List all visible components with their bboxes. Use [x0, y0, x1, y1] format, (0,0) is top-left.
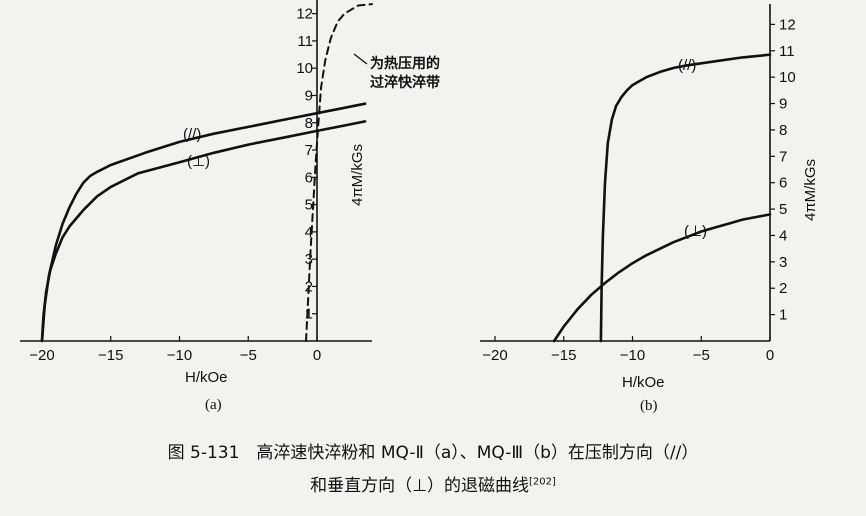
- panel-b-y-tick-label: 6: [779, 175, 787, 192]
- panel-b-y-tick-label: 5: [779, 201, 787, 218]
- panel-b-y-tick-label: 1: [779, 307, 787, 324]
- panel-a-y-tick-label: 11: [297, 33, 313, 50]
- panel-a-y-axis-label: 4πM/kGs: [349, 144, 366, 206]
- panel-b-y-tick-label: 8: [779, 122, 787, 139]
- figure-caption-line2-text: 和垂直方向（⊥）的退磁曲线: [310, 476, 529, 496]
- panel-a-series: [40, 3, 373, 343]
- panel-b-y-tick-label: 4: [779, 227, 787, 244]
- panel-a-y-tick-label: 1: [305, 306, 313, 323]
- panel-a-x-axis-label: H/kOe: [185, 369, 228, 386]
- panel-b-x-tick-label: −20: [482, 347, 507, 364]
- panel-b-series: [552, 53, 772, 343]
- panel-b-y-tick-label: 9: [779, 96, 787, 113]
- panel-a-series-1-line: [40, 120, 367, 343]
- panel-b-y-axis-label: 4πM/kGs: [802, 159, 819, 221]
- panel-a-x-tick-label: −20: [29, 347, 54, 364]
- panel-b-x-tick-label: −15: [551, 347, 576, 364]
- panel-a-x-tick-label: −15: [98, 347, 123, 364]
- panel-b-x-tick-label: −10: [620, 347, 645, 364]
- figure-caption-line1: 图 5-131 高淬速快淬粉和 MQ-Ⅱ（a）、MQ-Ⅲ（b）在压制方向（//）: [167, 443, 699, 463]
- panel-b-y-tick-label: 7: [779, 148, 787, 165]
- panel-a-y-tick-label: 5: [305, 197, 313, 214]
- panel-b-y-tick-label: 2: [779, 280, 787, 297]
- panel-a-label: (a): [205, 397, 222, 413]
- panel-a-y-tick-label: 3: [305, 251, 313, 268]
- panel-b-series-0-line: [599, 53, 772, 343]
- panel-b-series-1-line: [552, 213, 772, 343]
- panel-a-x-tick-label: −5: [240, 347, 257, 364]
- panel-a-y-tick-label: 6: [305, 169, 313, 186]
- panel-a-y-tick-label: 7: [305, 142, 313, 159]
- panel-a-annotation-leader: [353, 53, 368, 65]
- panel-b-y-tick-label: 12: [779, 16, 796, 33]
- panel-a-series-2-line: [305, 3, 373, 342]
- panel-b-x-tick-label: −5: [693, 347, 710, 364]
- panel-b-x-tick-label: 0: [766, 347, 774, 364]
- panel-b-y-tick-label: 10: [779, 69, 796, 86]
- panel-a-annotation-line1: 为热压用的: [370, 55, 440, 72]
- panel-a-series-0-line: [40, 102, 367, 343]
- panel-a-y-tick-label: 9: [305, 87, 313, 104]
- panel-b-series-label-parallel: (//): [678, 57, 696, 74]
- panel-a-y-tick-label: 12: [296, 6, 313, 23]
- panel-a-annotation-line2: 过淬快淬带: [370, 74, 440, 91]
- panel-a-x-tick-label: −10: [167, 347, 192, 364]
- panel-b-y-tick-label: 11: [779, 43, 795, 60]
- panel-a-y-tick-label: 10: [296, 60, 313, 77]
- panel-a-series-label-perpendicular: (⊥): [187, 153, 210, 170]
- figure-caption-line2: 和垂直方向（⊥）的退磁曲线[202]: [0, 471, 866, 496]
- panel-b-label: (b): [640, 398, 658, 414]
- panel-a-y-tick-label: 4: [305, 224, 313, 241]
- panel-a-y-tick-label: 8: [305, 115, 313, 132]
- panel-b-x-axis-label: H/kOe: [622, 374, 665, 391]
- figure-caption-reference: [202]: [528, 476, 556, 488]
- panel-a-x-tick-label: 0: [313, 347, 321, 364]
- panel-a-series-label-parallel: (//): [183, 126, 201, 143]
- panel-b-series-label-perpendicular: (⊥): [684, 223, 707, 240]
- panel-b-y-tick-label: 3: [779, 254, 787, 271]
